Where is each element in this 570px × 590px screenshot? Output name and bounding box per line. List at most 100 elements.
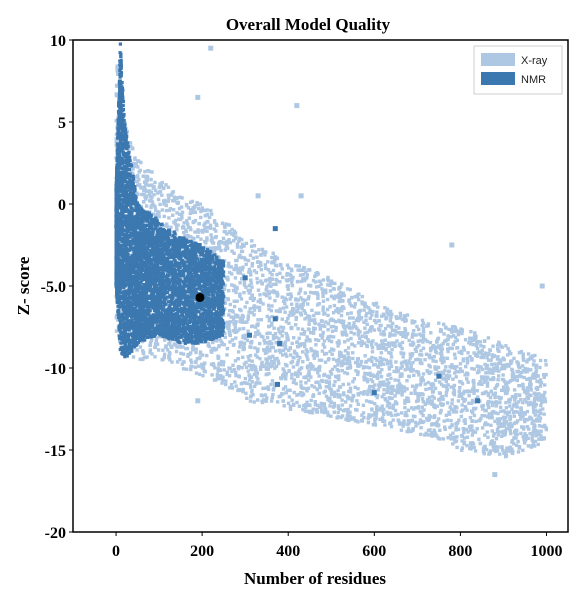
data-point: [485, 430, 489, 434]
data-point: [406, 408, 411, 412]
data-point: [452, 334, 456, 338]
data-point: [162, 186, 166, 191]
data-point: [423, 358, 427, 362]
data-point: [420, 376, 424, 380]
data-point: [230, 338, 235, 342]
data-point: [427, 386, 431, 391]
data-point: [212, 250, 216, 254]
data-point: [506, 346, 510, 351]
data-point: [280, 392, 284, 396]
data-point: [389, 315, 393, 320]
data-point: [400, 390, 404, 394]
data-point: [512, 442, 516, 446]
data-point: [301, 277, 305, 281]
data-point: [375, 372, 380, 376]
data-point: [365, 322, 369, 326]
data-point: [229, 232, 234, 236]
data-point: [222, 287, 227, 291]
data-point: [261, 250, 265, 255]
data-point: [531, 375, 536, 379]
data-point: [494, 402, 499, 407]
data-point: [430, 402, 434, 406]
data-point: [196, 202, 200, 206]
data-point: [470, 366, 474, 371]
data-point: [283, 346, 288, 351]
data-point: [521, 448, 525, 452]
data-point: [248, 307, 252, 311]
data-point: [250, 261, 255, 266]
data-point: [444, 379, 448, 384]
data-point: [391, 384, 395, 389]
data-point: [296, 279, 300, 284]
data-point: [116, 72, 120, 76]
data-point: [504, 406, 509, 410]
data-point: [232, 233, 236, 237]
data-point: [411, 368, 415, 372]
data-point: [281, 348, 286, 352]
data-point: [149, 177, 153, 182]
data-point: [321, 305, 325, 309]
data-point: [224, 276, 228, 280]
data-point: [333, 379, 337, 384]
data-point: [205, 236, 209, 240]
data-point: [338, 295, 343, 299]
data-point: [145, 182, 149, 187]
data-point: [523, 367, 527, 371]
data-point: [420, 397, 425, 401]
data-point: [272, 289, 276, 294]
data-point: [225, 353, 229, 357]
data-point: [337, 385, 342, 389]
data-point: [465, 361, 470, 365]
data-point: [261, 386, 265, 391]
data-point: [248, 253, 253, 257]
data-point: [534, 365, 538, 370]
data-point: [281, 367, 285, 371]
data-point: [162, 321, 166, 325]
data-point: [332, 404, 337, 408]
data-point: [447, 327, 451, 332]
data-point: [289, 268, 294, 273]
data-point: [147, 189, 151, 193]
data-point: [372, 363, 376, 367]
data-point: [282, 369, 287, 373]
data-point: [526, 367, 530, 371]
data-point: [210, 236, 214, 240]
data-point: [189, 367, 193, 372]
data-point: [348, 386, 353, 391]
data-point: [450, 346, 454, 351]
data-point: [350, 295, 354, 300]
data-point: [385, 390, 389, 395]
data-point: [468, 340, 472, 344]
data-point: [243, 305, 247, 309]
data-point: [521, 358, 526, 362]
data-point: [321, 289, 325, 293]
data-point: [184, 228, 188, 232]
data-point: [394, 413, 398, 417]
data-point: [493, 362, 497, 366]
data-point: [383, 326, 388, 331]
data-point: [171, 208, 176, 212]
data-point: [428, 355, 432, 360]
data-point: [150, 352, 154, 356]
data-point: [169, 225, 173, 229]
data-point: [479, 351, 483, 355]
data-point: [128, 141, 133, 145]
data-point: [168, 351, 172, 356]
data-point: [203, 361, 207, 365]
data-point: [491, 392, 495, 397]
data-point: [410, 418, 414, 423]
data-point: [526, 396, 531, 401]
data-point: [531, 405, 536, 410]
data-point: [318, 364, 322, 369]
data-point: [386, 412, 390, 416]
data-point: [313, 291, 318, 295]
data-point: [323, 406, 327, 411]
data-point: [460, 329, 464, 333]
data-point: [541, 407, 545, 411]
data-point: [421, 336, 426, 340]
data-point: [495, 448, 500, 453]
data-point: [208, 223, 213, 227]
data-point: [152, 185, 156, 189]
data-point: [426, 399, 430, 403]
data-point: [398, 331, 403, 335]
